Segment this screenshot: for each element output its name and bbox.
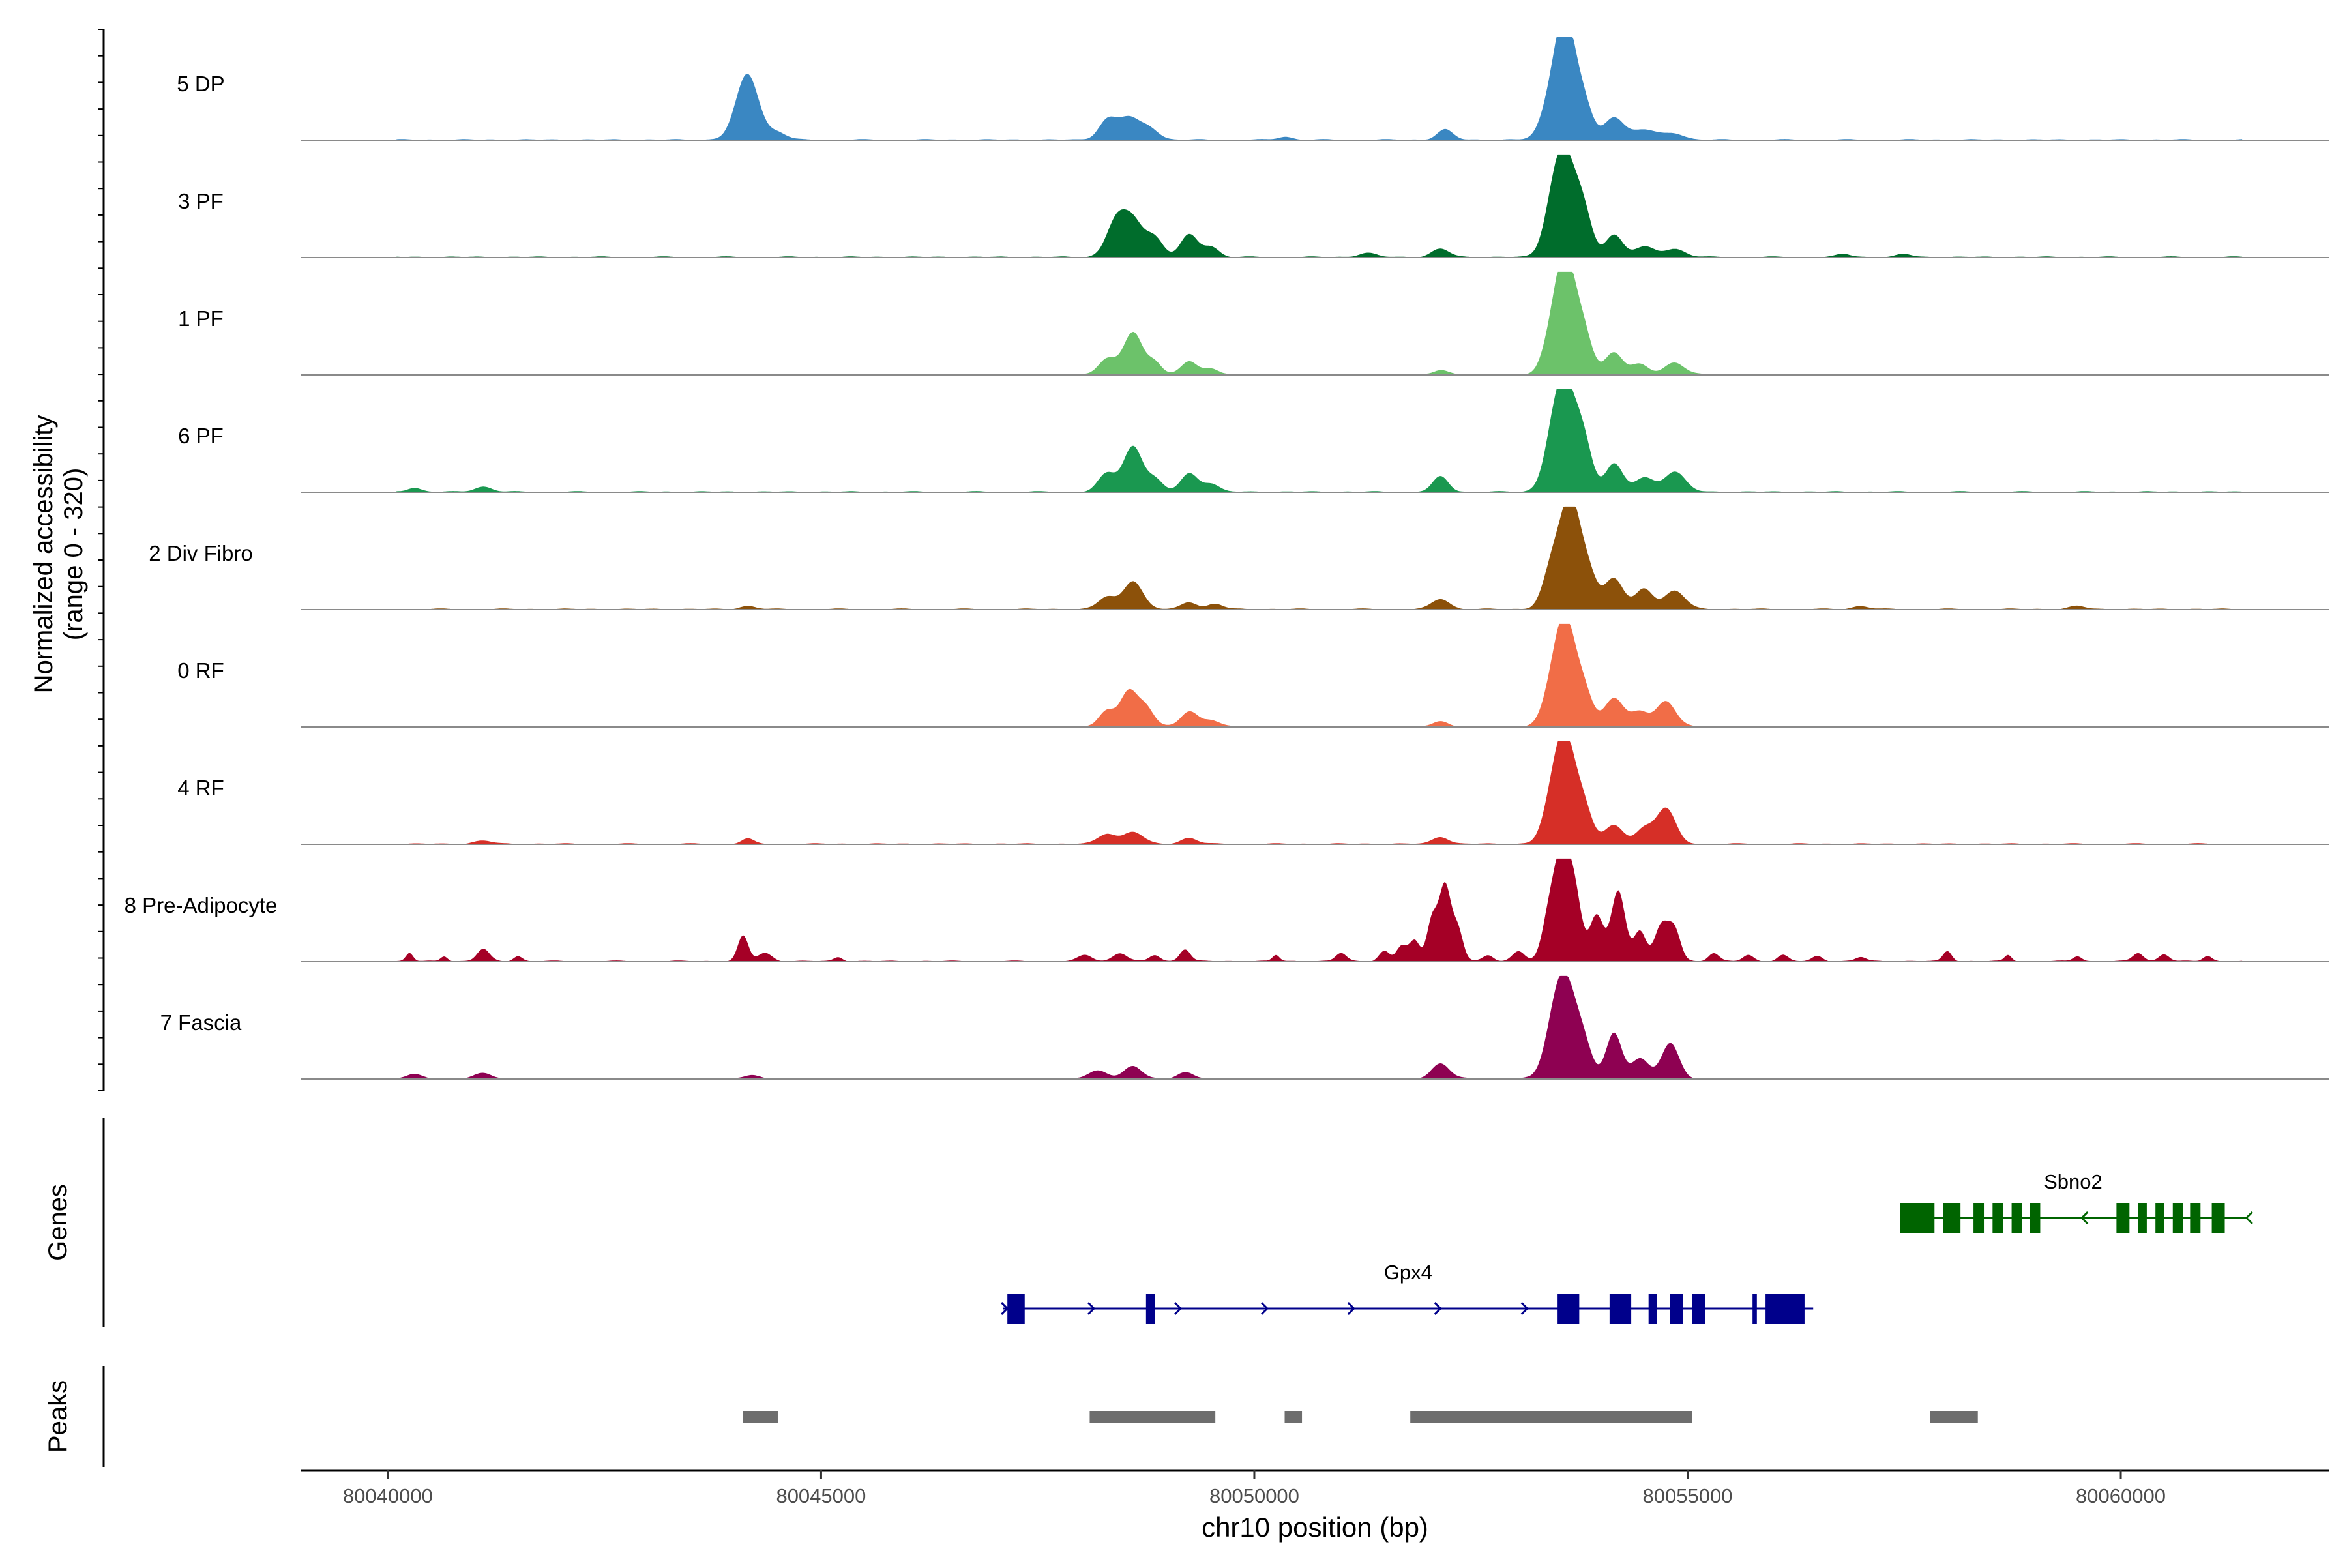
gene-exon bbox=[1145, 1294, 1155, 1324]
gene-exon bbox=[1670, 1294, 1683, 1324]
track-2-div-fibro: 2 Div Fibro bbox=[149, 506, 2329, 610]
track-7-fascia: 7 Fascia bbox=[160, 975, 2329, 1080]
track-4-rf: 4 RF bbox=[177, 741, 2329, 845]
strand-arrow bbox=[1001, 1301, 1009, 1316]
gene-exon bbox=[2211, 1203, 2225, 1233]
gene-exon bbox=[2030, 1203, 2041, 1233]
gene-exon bbox=[1973, 1203, 1985, 1233]
x-axis-label: chr10 position (bp) bbox=[1202, 1512, 1428, 1543]
track-label: 3 PF bbox=[178, 189, 224, 213]
track-1-pf: 1 PF bbox=[178, 271, 2329, 376]
gene-exon bbox=[1752, 1294, 1757, 1324]
gene-exon bbox=[2155, 1203, 2164, 1233]
strand-arrow bbox=[2080, 1211, 2089, 1225]
gene-exon bbox=[1007, 1294, 1025, 1324]
gene-exon bbox=[1692, 1294, 1705, 1324]
gene-exon bbox=[1943, 1203, 1961, 1233]
peak-region bbox=[1930, 1411, 1978, 1423]
genes-panel: Genes Gpx4 Sbno2 bbox=[44, 1118, 2253, 1327]
track-label: 4 RF bbox=[177, 776, 224, 800]
gene-gpx4: Gpx4 bbox=[1001, 1261, 1814, 1324]
gene-exon bbox=[1992, 1203, 2003, 1233]
x-axis-ticks: 80040000 80045000 80050000 80055000 80060000 bbox=[343, 1470, 2166, 1507]
gene-exon bbox=[1900, 1203, 1935, 1233]
strand-arrow bbox=[1260, 1301, 1269, 1316]
genes-panel-label: Genes bbox=[44, 1184, 72, 1261]
coverage-y-label-line1: Normalized accessibility bbox=[29, 415, 58, 694]
coverage-tracks: 5 DP 3 PF 1 PF 6 PF 2 Div Fibro 0 RF 4 RF 8 Pre… bbox=[125, 37, 2329, 1080]
gene-models: Gpx4 Sbno2 bbox=[1001, 1170, 2253, 1324]
track-label: 2 Div Fibro bbox=[149, 541, 253, 565]
strand-arrow bbox=[1174, 1301, 1183, 1316]
gene-exon bbox=[1648, 1294, 1657, 1324]
track-8-pre-adipocyte: 8 Pre-Adipocyte bbox=[125, 858, 2329, 962]
x-axis: 80040000 80045000 80050000 80055000 80060000… bbox=[301, 1469, 2329, 1543]
coverage-panel: Normalized accessibility (range 0 - 320)… bbox=[29, 29, 2329, 1091]
gene-exon bbox=[2138, 1203, 2147, 1233]
strand-arrow bbox=[2245, 1211, 2253, 1225]
gene-exon bbox=[2116, 1203, 2130, 1233]
track-label: 8 Pre-Adipocyte bbox=[125, 893, 278, 917]
coverage-y-ticks bbox=[98, 29, 104, 1091]
strand-arrow bbox=[1087, 1301, 1096, 1316]
peak-region bbox=[1089, 1411, 1216, 1423]
peak-region bbox=[1410, 1411, 1692, 1423]
gene-exon bbox=[2011, 1203, 2022, 1233]
track-5-dp: 5 DP bbox=[177, 37, 2329, 141]
peaks-panel-label: Peaks bbox=[44, 1380, 72, 1453]
peaks-panel: Peaks bbox=[44, 1366, 1978, 1467]
gene-exon bbox=[1557, 1294, 1580, 1324]
gene-sbno2: Sbno2 bbox=[1900, 1170, 2253, 1233]
x-tick-label: 80040000 bbox=[343, 1485, 433, 1507]
peak-region bbox=[1284, 1411, 1303, 1423]
strand-arrow bbox=[1434, 1301, 1442, 1316]
x-tick-label: 80055000 bbox=[1643, 1485, 1733, 1507]
track-6-pf: 6 PF bbox=[178, 389, 2329, 493]
gene-exon bbox=[2172, 1203, 2183, 1233]
track-label: 5 DP bbox=[177, 72, 224, 96]
track-label: 1 PF bbox=[178, 306, 224, 331]
gene-exon bbox=[1765, 1294, 1805, 1324]
gene-exon bbox=[1609, 1294, 1632, 1324]
x-tick-label: 80045000 bbox=[776, 1485, 866, 1507]
strand-arrow bbox=[1698, 1301, 1707, 1316]
gene-exon bbox=[2190, 1203, 2201, 1233]
strand-arrow bbox=[1520, 1301, 1529, 1316]
peak-region bbox=[743, 1411, 778, 1423]
x-tick-label: 80050000 bbox=[1209, 1485, 1299, 1507]
gene-name-label: Gpx4 bbox=[1384, 1261, 1432, 1284]
peak-regions bbox=[743, 1411, 1978, 1423]
track-label: 7 Fascia bbox=[160, 1011, 242, 1035]
x-tick-label: 80060000 bbox=[2076, 1485, 2166, 1507]
strand-arrow bbox=[1347, 1301, 1355, 1316]
gene-name-label: Sbno2 bbox=[2044, 1170, 2103, 1193]
track-label: 6 PF bbox=[178, 424, 224, 448]
track-3-pf: 3 PF bbox=[178, 154, 2329, 258]
track-label: 0 RF bbox=[177, 658, 224, 683]
coverage-y-label-line2: (range 0 - 320) bbox=[59, 468, 88, 641]
track-0-rf: 0 RF bbox=[177, 623, 2329, 728]
